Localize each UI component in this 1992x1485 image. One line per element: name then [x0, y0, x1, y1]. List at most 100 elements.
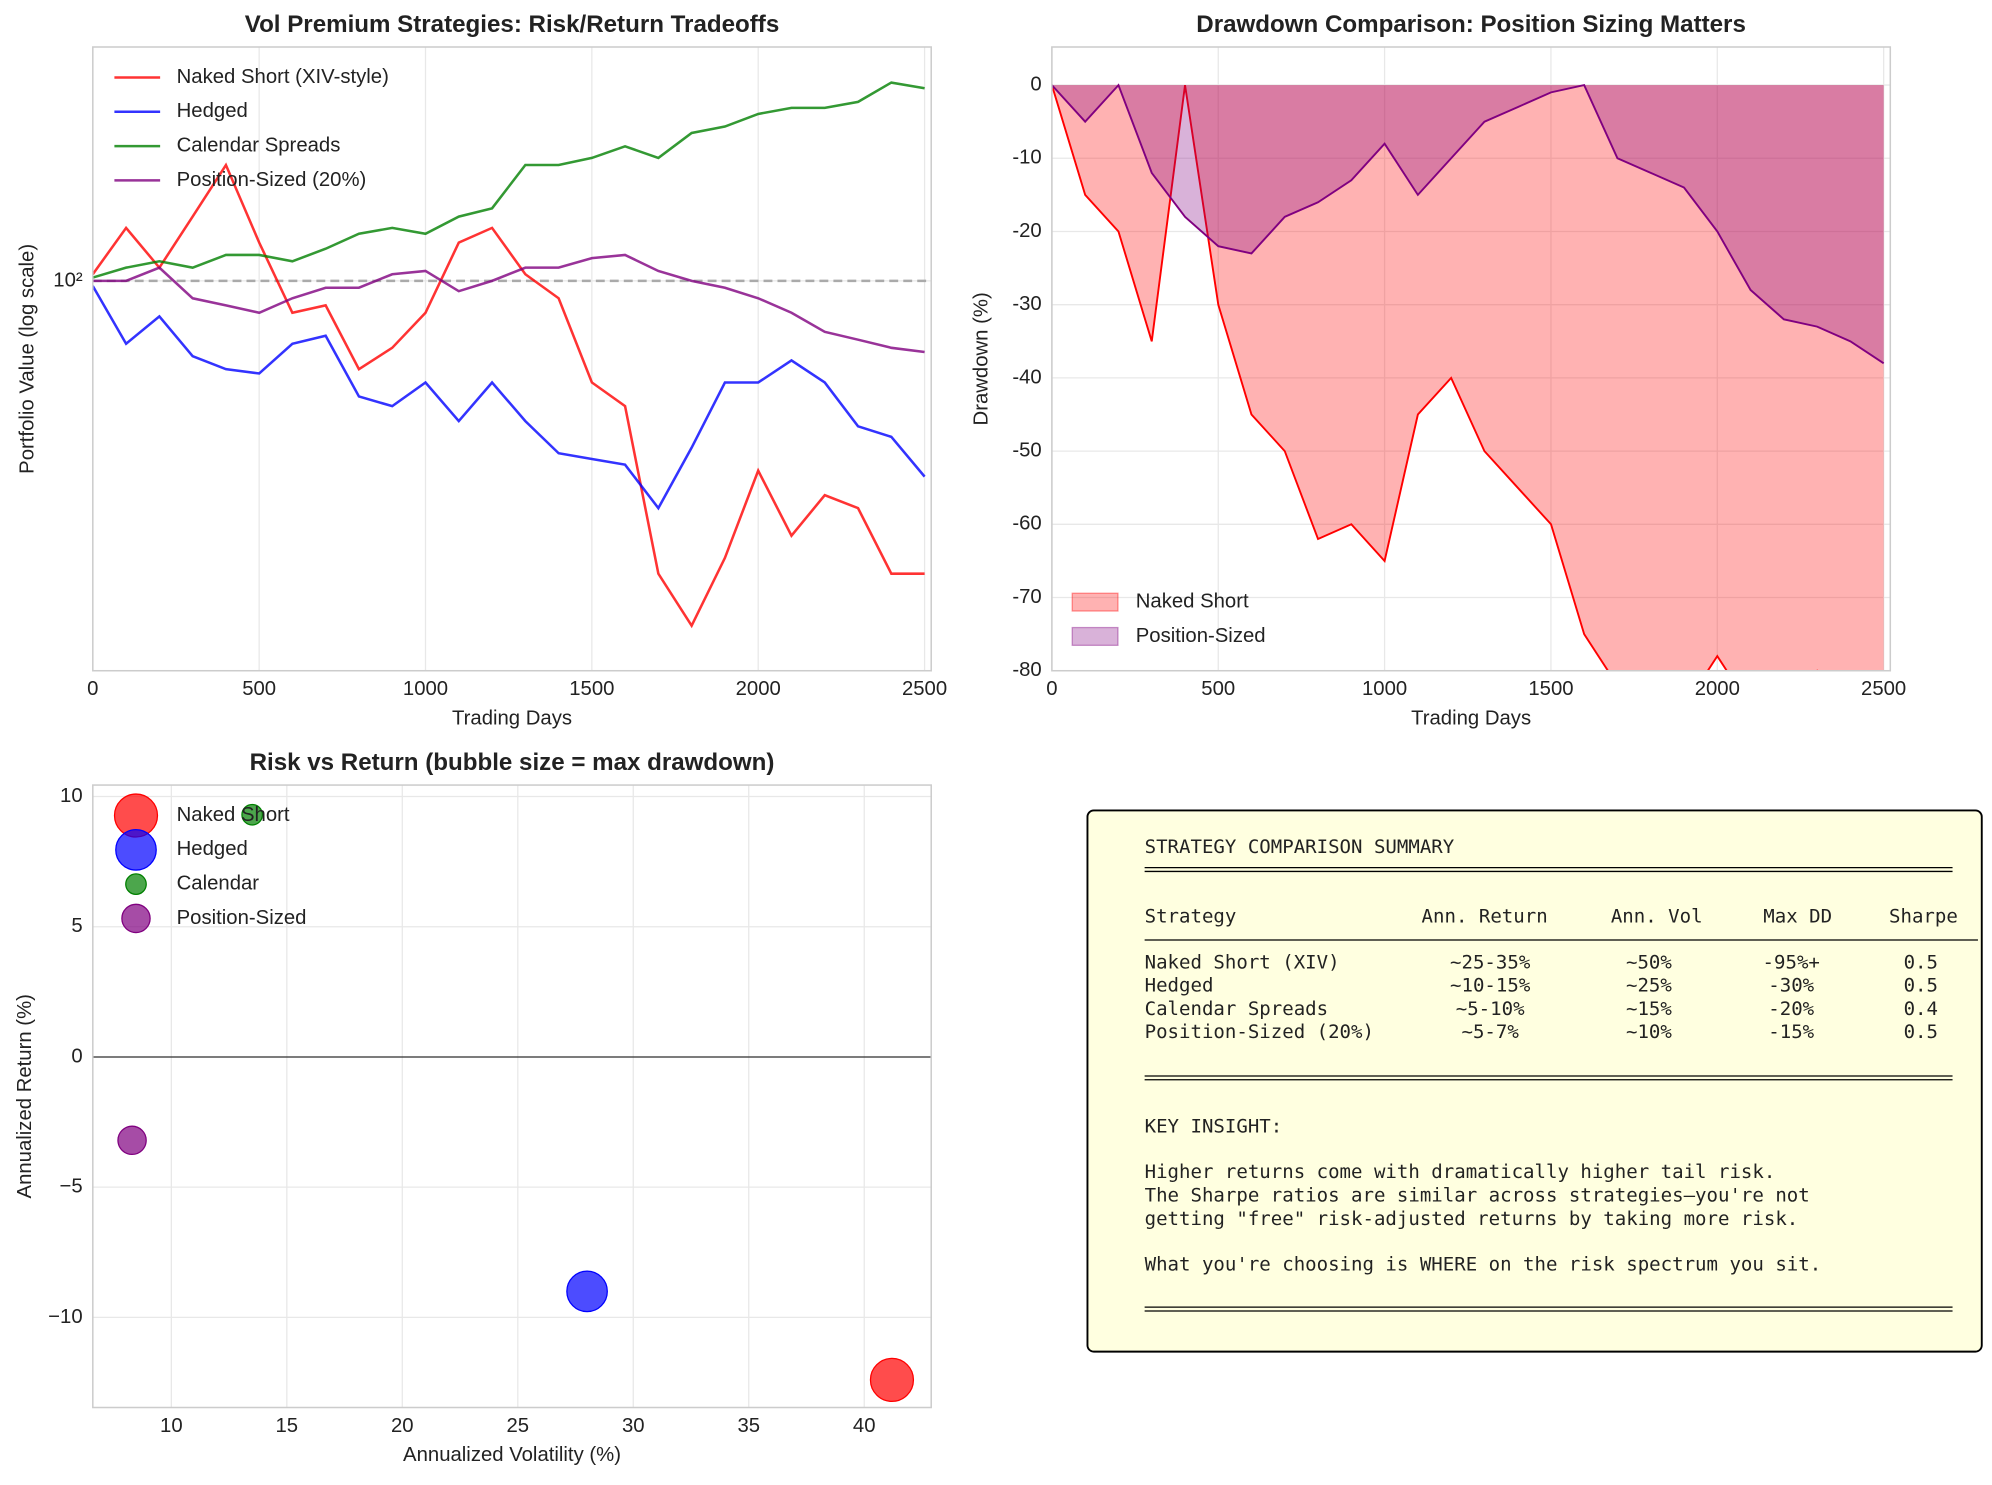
x-tick-label: 30	[622, 1415, 645, 1437]
insight-title: KEY INSIGHT:	[1145, 1115, 1283, 1137]
table-cell: ~50%	[1626, 951, 1672, 973]
plot-area	[92, 81, 932, 629]
area-edge	[1051, 84, 1819, 671]
y-tick-label: −10	[48, 1306, 82, 1328]
x-tick-label: 40	[853, 1415, 876, 1437]
y-tick-label: -60	[1012, 513, 1041, 535]
y-tick-label: -20	[1012, 220, 1041, 242]
x-tick-label: 1500	[569, 678, 614, 700]
table-cell: ~15%	[1626, 998, 1672, 1020]
bubble	[117, 1125, 147, 1156]
y-tick-label: -40	[1012, 366, 1041, 388]
x-tick-label: 35	[737, 1415, 760, 1437]
bubble	[869, 1357, 915, 1403]
series-line	[92, 81, 925, 279]
legend-label: Position-Sized	[1136, 625, 1266, 647]
series-line	[92, 162, 925, 629]
x-tick-label: 10	[160, 1415, 183, 1437]
summary-box	[1086, 809, 1983, 1353]
y-axis-label: Annualized Return (%)	[14, 994, 36, 1198]
x-axis-label: Trading Days	[452, 707, 572, 729]
y-tick-label: -50	[1012, 439, 1041, 461]
chart-title: Risk vs Return (bubble size = max drawdo…	[250, 749, 775, 776]
table-cell: Hedged	[1145, 975, 1214, 997]
insight-line: The Sharpe ratios are similar across str…	[1145, 1185, 1810, 1207]
x-tick-label: 2500	[902, 678, 947, 700]
closing-line: What you're choosing is WHERE on the ris…	[1145, 1254, 1822, 1276]
table-cell: ~5-10%	[1456, 998, 1525, 1020]
x-tick-label: 0	[1046, 678, 1057, 700]
table-cell: Naked Short (XIV)	[1145, 951, 1340, 973]
table-cell: -95%+	[1763, 951, 1820, 973]
y-tick-label: -80	[1012, 659, 1041, 681]
table-cell: 0.5	[1904, 975, 1938, 997]
y-tick-label: 10²	[53, 269, 83, 291]
table-cell: ~25%	[1626, 975, 1672, 997]
y-tick-label: 0	[71, 1045, 82, 1067]
table-cell: 0.5	[1904, 1021, 1938, 1043]
y-tick-label: 10	[60, 785, 83, 807]
y-tick-label: 5	[71, 915, 82, 937]
x-tick-label: 1500	[1528, 678, 1573, 700]
legend-label: Hedged	[177, 838, 248, 860]
table-cell: -15%	[1768, 1021, 1814, 1043]
x-axis-label: Trading Days	[1411, 707, 1531, 729]
table-cell: ~10-15%	[1450, 975, 1531, 997]
legend-label: Naked Short (XIV-style)	[177, 66, 389, 88]
column-header: Max DD	[1763, 906, 1832, 928]
chart-title: Drawdown Comparison: Position Sizing Mat…	[1196, 11, 1746, 38]
area-fill	[1051, 85, 1884, 671]
series-line	[92, 253, 925, 354]
x-tick-label: 2000	[1695, 678, 1740, 700]
column-header: Strategy	[1145, 906, 1237, 928]
x-tick-label: 1000	[1362, 678, 1407, 700]
table-cell: -20%	[1768, 998, 1814, 1020]
x-tick-label: 2500	[1861, 678, 1906, 700]
table-cell: Calendar Spreads	[1145, 998, 1328, 1020]
x-tick-label: 1000	[403, 678, 448, 700]
y-tick-label: -30	[1012, 293, 1041, 315]
column-header: Sharpe	[1889, 906, 1958, 928]
legend-swatch	[125, 873, 147, 896]
column-header: Ann. Vol	[1611, 906, 1703, 928]
table-cell: 0.4	[1904, 998, 1938, 1020]
table-cell: 0.5	[1904, 951, 1938, 973]
legend-label: Naked Short	[177, 804, 290, 826]
legend-swatch	[121, 903, 151, 934]
legend-label: Calendar Spreads	[177, 134, 341, 156]
y-axis-label: Portfolio Value (log scale)	[16, 244, 38, 474]
x-tick-label: 2000	[736, 678, 781, 700]
column-header: Ann. Return	[1422, 906, 1548, 928]
y-tick-label: -70	[1012, 586, 1041, 608]
x-tick-label: 25	[506, 1415, 529, 1437]
x-axis-label: Annualized Volatility (%)	[403, 1444, 621, 1466]
legend-label: Position-Sized (20%)	[177, 169, 367, 191]
bubble	[566, 1270, 608, 1313]
plot-area	[1051, 83, 1885, 671]
axes-frame	[92, 784, 932, 1409]
x-tick-label: 500	[1201, 678, 1235, 700]
area-fill	[1051, 85, 1884, 364]
summary-rules	[1144, 866, 1978, 1312]
x-tick-label: 0	[87, 678, 98, 700]
table-cell: ~25-35%	[1450, 951, 1531, 973]
legend-swatch	[115, 828, 157, 871]
plot-area	[92, 803, 932, 1403]
series-line	[92, 285, 926, 511]
y-tick-label: -10	[1012, 147, 1041, 169]
y-tick-label: −5	[59, 1176, 82, 1198]
legend-label: Hedged	[177, 100, 248, 122]
x-tick-label: 500	[242, 678, 276, 700]
chart-title: Vol Premium Strategies: Risk/Return Trad…	[245, 11, 779, 38]
insight-line: Higher returns come with dramatically hi…	[1145, 1161, 1776, 1183]
axes-frame	[92, 46, 932, 672]
table-cell: Position-Sized (20%)	[1145, 1021, 1374, 1043]
insight-line: getting "free" risk-adjusted returns by …	[1145, 1208, 1799, 1230]
legend-label: Naked Short	[1136, 591, 1249, 613]
axes-frame	[1051, 46, 1892, 672]
legend-swatch	[1071, 626, 1119, 646]
x-tick-label: 15	[276, 1415, 299, 1437]
